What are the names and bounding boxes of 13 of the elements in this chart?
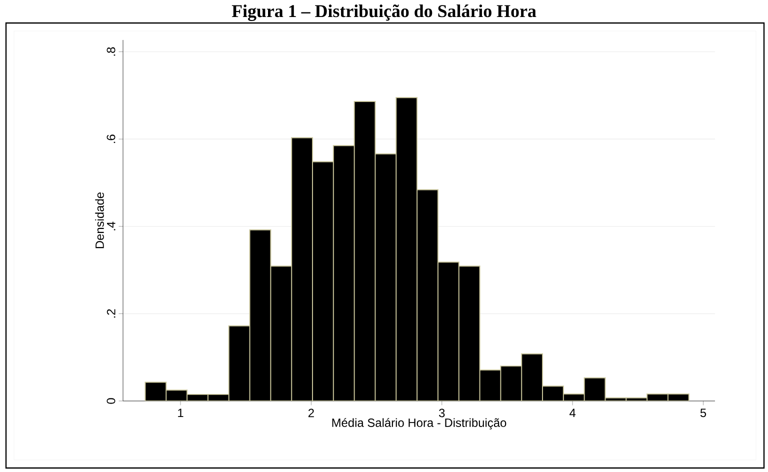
y-axis-title: Densidade [95,192,104,248]
x-tick-label: 2 [308,408,314,418]
chart-title: Figura 1 – Distribuição do Salário Hora [232,4,536,21]
x-axis-title: Média Salário Hora - Distribuição [332,418,506,430]
x-tick-label: 1 [178,408,184,417]
x-tick-label: 5 [700,408,706,418]
x-tick-label: 3 [439,408,445,418]
y-tick-label: .6 [106,134,116,143]
y-tick-label: .8 [106,47,116,56]
y-tick-label: 0 [106,398,116,404]
x-tick-label: 4 [570,408,576,417]
y-tick-label: .2 [106,309,116,318]
y-tick-label: .4 [107,222,116,230]
